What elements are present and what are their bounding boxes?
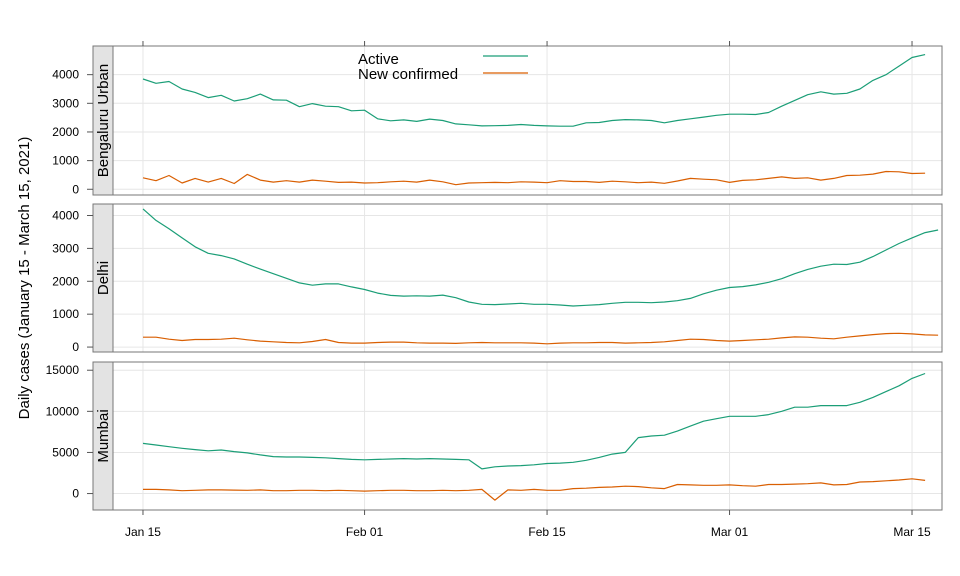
bengaluru-urban-ytick-label-1000: 1000 [52,154,79,168]
series-layer [142,54,939,501]
mumbai-ytick-label-10000: 10000 [46,404,80,418]
bengaluru-urban-strip [92,45,114,196]
x-tick-label-jan-15: Jan 15 [125,525,161,539]
axis-layer: 0 1000 2000 3000 4000 0 1000 2000 3000 4000 0 5000 1… [46,41,931,539]
mumbai-strip-label: Mumbai [95,409,112,462]
delhi-ytick-label-2000: 2000 [52,274,79,288]
delhi-strip [92,203,114,353]
delhi-ytick-label-3000: 3000 [52,241,79,255]
legend-label-new-confirmed: New confirmed [358,66,458,83]
mumbai-ytick-label-5000: 5000 [52,445,79,459]
delhi-panel-frame [92,203,943,353]
mumbai-ytick-label-15000: 15000 [46,363,80,377]
x-tick-label-mar-01: Mar 01 [711,525,749,539]
mumbai-panel-frame [92,361,943,511]
mumbai-active-line [142,372,926,470]
y-axis-title: Daily cases (January 15 - March 15, 2021… [16,137,33,420]
frame-layer [92,45,943,511]
bengaluru-urban-new-confirmed-line [142,170,926,186]
delhi-ytick-label-0: 0 [72,340,79,354]
mumbai-ytick-label-0: 0 [72,487,79,501]
strip-layer: Bengaluru Urban Delhi Mumbai [92,45,114,511]
delhi-ytick-label-1000: 1000 [52,307,79,321]
grid-layer [113,46,942,510]
mumbai-new-confirmed-line [143,478,926,501]
bengaluru-urban-ytick-label-4000: 4000 [52,68,79,82]
bengaluru-urban-ytick-label-3000: 3000 [52,96,79,110]
x-tick-label-feb-15: Feb 15 [528,525,566,539]
delhi-active-line [142,208,939,307]
delhi-strip-label: Delhi [95,261,112,295]
bengaluru-urban-ytick-label-0: 0 [72,182,79,196]
bengaluru-urban-strip-label: Bengaluru Urban [95,64,112,177]
x-tick-label-mar-15: Mar 15 [893,525,931,539]
x-tick-label-feb-01: Feb 01 [346,525,384,539]
delhi-ytick-label-4000: 4000 [52,209,79,223]
mumbai-strip [92,361,114,511]
delhi-new-confirmed-line [143,332,939,345]
bengaluru-urban-active-line [142,54,926,127]
bengaluru-urban-panel-frame [92,45,943,196]
bengaluru-urban-ytick-label-2000: 2000 [52,125,79,139]
legend-label-active: Active [358,51,399,68]
